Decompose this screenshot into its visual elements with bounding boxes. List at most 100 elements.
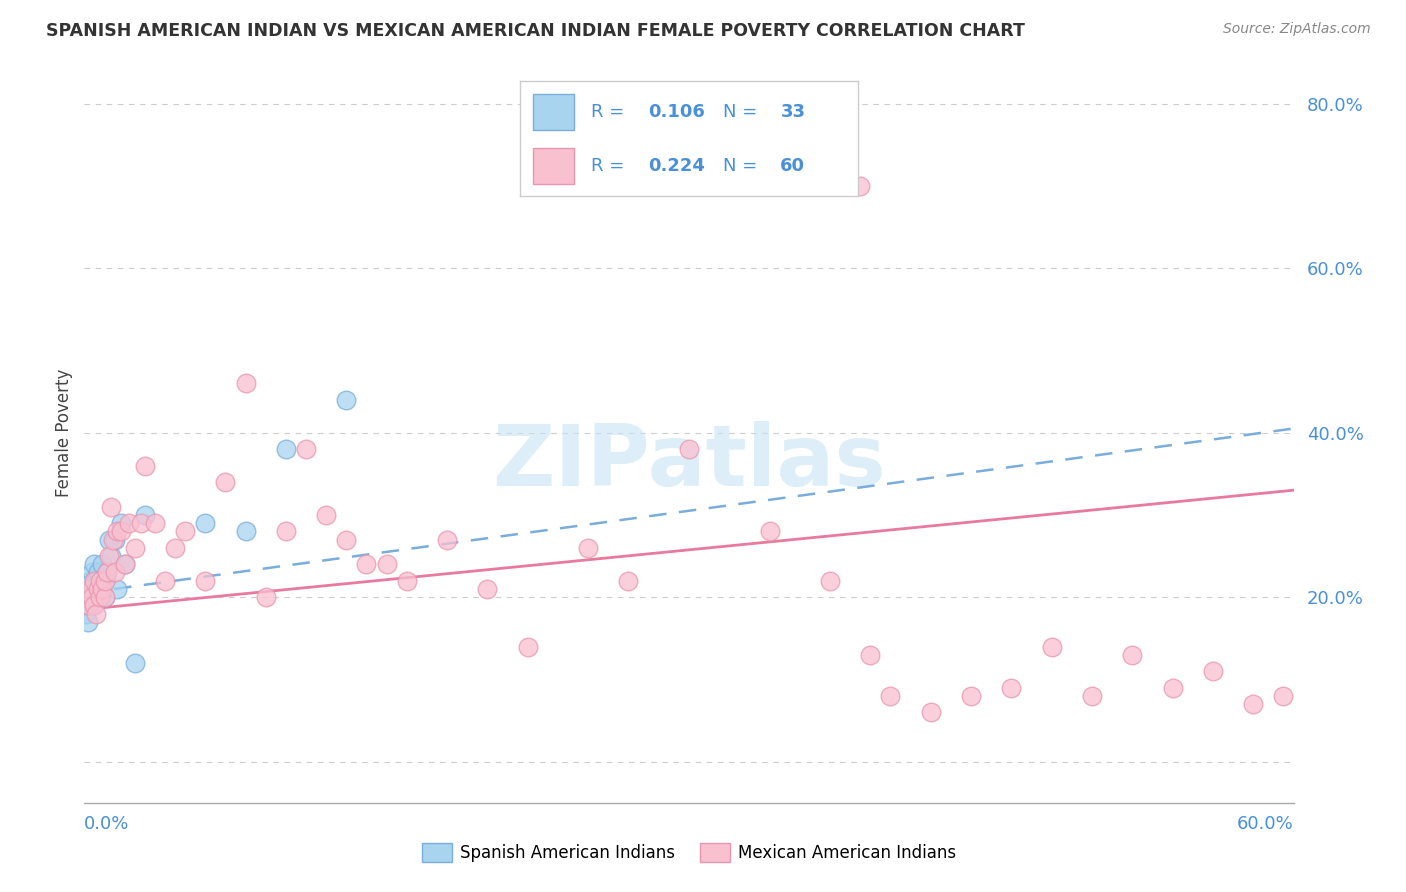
Point <box>91 558 114 572</box>
Point <box>100 500 122 514</box>
Point <box>274 524 297 539</box>
Point <box>86 590 108 604</box>
Point <box>87 566 110 580</box>
Point <box>375 558 398 572</box>
Point <box>143 516 166 530</box>
Point <box>75 590 97 604</box>
Point <box>114 558 136 572</box>
Text: 0.0%: 0.0% <box>84 815 129 833</box>
Point <box>89 574 111 588</box>
Point <box>93 574 115 588</box>
Point <box>87 582 110 596</box>
Point <box>315 508 337 522</box>
Point <box>104 566 127 580</box>
Point <box>436 533 458 547</box>
Point <box>194 516 217 530</box>
Text: SPANISH AMERICAN INDIAN VS MEXICAN AMERICAN INDIAN FEMALE POVERTY CORRELATION CH: SPANISH AMERICAN INDIAN VS MEXICAN AMERI… <box>46 22 1025 40</box>
Point <box>89 590 111 604</box>
Point <box>124 541 146 555</box>
Point <box>77 599 100 613</box>
Point <box>153 574 176 588</box>
Point <box>1272 689 1295 703</box>
Point <box>77 599 100 613</box>
Point <box>96 566 118 580</box>
Point <box>335 392 357 407</box>
Point <box>97 533 120 547</box>
Point <box>335 533 357 547</box>
Point <box>82 582 104 596</box>
Point <box>1000 681 1022 695</box>
Point <box>93 574 115 588</box>
Point <box>89 590 111 604</box>
Point <box>254 590 277 604</box>
Y-axis label: Female Poverty: Female Poverty <box>55 368 73 497</box>
Point <box>1202 664 1225 678</box>
Point <box>194 574 217 588</box>
Point <box>576 541 599 555</box>
Point <box>124 656 146 670</box>
Point <box>105 524 128 539</box>
Point <box>516 640 538 654</box>
Point <box>77 615 100 629</box>
Point <box>678 442 700 456</box>
Point <box>83 558 105 572</box>
Point <box>91 582 114 596</box>
Point <box>274 442 297 456</box>
Point <box>960 689 983 703</box>
Point <box>110 516 132 530</box>
Point <box>295 442 318 456</box>
Point <box>859 648 882 662</box>
Point <box>101 533 124 547</box>
Point <box>83 574 105 588</box>
Point <box>758 524 780 539</box>
Point <box>174 524 197 539</box>
Point <box>1241 697 1264 711</box>
Point <box>118 516 141 530</box>
Point <box>617 574 640 588</box>
Point <box>214 475 236 489</box>
Point <box>100 549 122 563</box>
Point <box>818 574 841 588</box>
Point <box>879 689 901 703</box>
Text: 60.0%: 60.0% <box>1237 815 1294 833</box>
Point <box>105 582 128 596</box>
Point <box>79 582 101 596</box>
Point <box>96 566 118 580</box>
Point <box>83 599 105 613</box>
Point <box>165 541 187 555</box>
Point <box>97 549 120 563</box>
Point <box>235 524 257 539</box>
Text: Source: ZipAtlas.com: Source: ZipAtlas.com <box>1223 22 1371 37</box>
Point <box>93 590 115 604</box>
Point <box>87 582 110 596</box>
Point <box>91 582 114 596</box>
Point <box>86 574 108 588</box>
Point <box>82 590 104 604</box>
Point <box>129 516 152 530</box>
Point <box>93 590 115 604</box>
Point <box>235 376 257 391</box>
Point <box>83 599 105 613</box>
Point <box>356 558 378 572</box>
Point <box>83 574 105 588</box>
Point <box>395 574 418 588</box>
Point <box>1040 640 1063 654</box>
Point <box>134 458 156 473</box>
Point <box>79 574 101 588</box>
Point <box>114 558 136 572</box>
Point <box>1121 648 1143 662</box>
Point <box>82 566 104 580</box>
Point <box>1081 689 1104 703</box>
Point <box>920 706 942 720</box>
Point <box>849 178 872 193</box>
Point <box>86 607 108 621</box>
Point <box>75 607 97 621</box>
Point <box>79 590 101 604</box>
Point <box>134 508 156 522</box>
Point <box>104 533 127 547</box>
Point <box>477 582 499 596</box>
Legend: Spanish American Indians, Mexican American Indians: Spanish American Indians, Mexican Americ… <box>415 836 963 869</box>
Point <box>1161 681 1184 695</box>
Text: ZIPatlas: ZIPatlas <box>492 421 886 504</box>
Point <box>89 574 111 588</box>
